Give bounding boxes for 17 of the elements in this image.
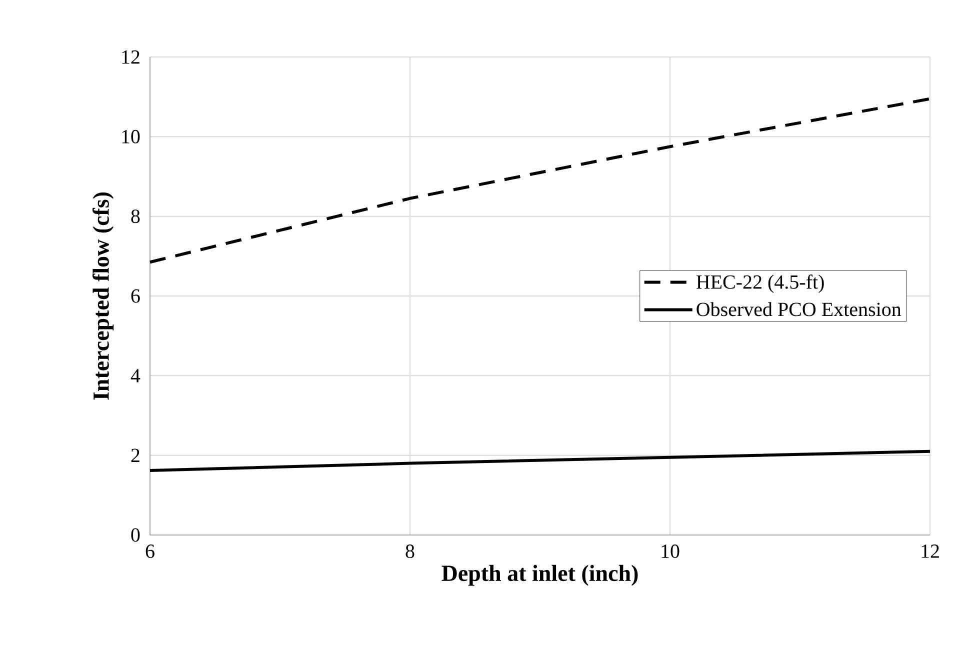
y-tick-label: 2 <box>131 448 140 462</box>
x-tick-label: 12 <box>922 544 939 558</box>
y-tick-label: 8 <box>131 210 140 224</box>
x-tick-label: 10 <box>662 544 680 558</box>
line-series <box>148 450 932 472</box>
y-tick-label: 4 <box>130 369 140 382</box>
legend-label: Observed PCO Extension <box>696 302 902 316</box>
x-tick-label: 6 <box>146 544 154 558</box>
legend-label: HEC-22 (4.5-ft) <box>696 274 824 293</box>
x-axis-title: Depth at inlet (inch) <box>442 564 638 586</box>
y-tick-label: 10 <box>122 130 140 144</box>
y-tick-label: 6 <box>131 289 140 303</box>
x-tick-label: 8 <box>406 544 414 558</box>
y-axis-title: Intercepted flow (cfs) <box>92 192 114 400</box>
y-tick-label: 12 <box>122 50 140 64</box>
line-series <box>148 97 932 264</box>
y-tick-label: 0 <box>131 528 140 542</box>
